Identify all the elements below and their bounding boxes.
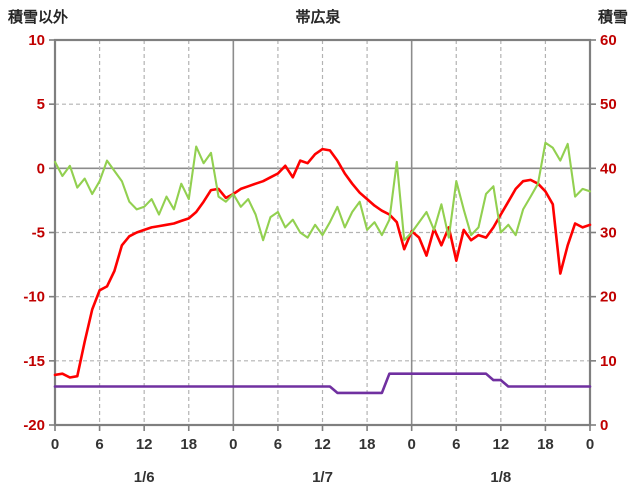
right-axis-title: 積雪 — [597, 9, 628, 26]
x-axis-hour-label: 18 — [180, 436, 197, 453]
x-axis-hour-label: 0 — [407, 436, 415, 453]
right-axis-tick-label: 10 — [600, 353, 617, 370]
right-axis-tick-label: 20 — [600, 289, 617, 306]
series-line-snow-depth-purple — [53, 372, 592, 395]
left-axis-tick-label: 10 — [28, 32, 45, 49]
x-axis-hour-label: 0 — [51, 436, 59, 453]
x-axis-hour-label: 6 — [452, 436, 460, 453]
x-axis-date-label: 1/6 — [134, 469, 155, 486]
right-axis-tick-label: 50 — [600, 96, 617, 113]
right-axis-tick-label: 30 — [600, 225, 617, 242]
right-axis-tick-label: 0 — [600, 417, 608, 434]
x-axis-hour-label: 0 — [586, 436, 594, 453]
left-axis-tick-label: 0 — [37, 160, 45, 177]
x-axis-hour-label: 18 — [359, 436, 376, 453]
x-axis-hour-label: 0 — [229, 436, 237, 453]
series-line-temperature-red — [53, 147, 592, 379]
left-axis-tick-label: -10 — [23, 289, 45, 306]
x-axis-hour-label: 18 — [537, 436, 554, 453]
right-axis-tick-label: 60 — [600, 32, 617, 49]
left-axis-title: 積雪以外 — [8, 9, 69, 26]
left-axis-tick-label: -20 — [23, 417, 45, 434]
left-axis-tick-label: -5 — [32, 225, 45, 242]
x-axis-hour-label: 6 — [274, 436, 282, 453]
series-line-green-series — [53, 141, 592, 242]
x-axis-hour-label: 12 — [136, 436, 153, 453]
left-axis-tick-label: 5 — [37, 96, 45, 113]
x-axis-hour-label: 12 — [314, 436, 331, 453]
right-axis-tick-label: 40 — [600, 160, 617, 177]
x-axis-date-label: 1/7 — [312, 469, 333, 486]
x-axis-hour-label: 6 — [95, 436, 103, 453]
chart-title: 帯広泉 — [295, 9, 341, 26]
left-axis-tick-label: -15 — [23, 353, 45, 370]
x-axis-hour-label: 12 — [492, 436, 509, 453]
x-axis-date-label: 1/8 — [490, 469, 511, 486]
